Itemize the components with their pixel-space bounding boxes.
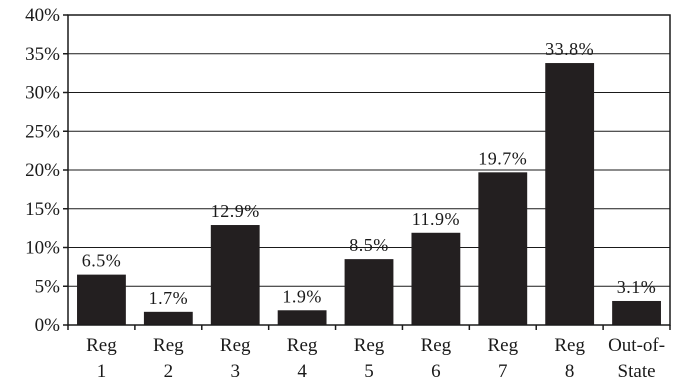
x-axis-category-labels: Reg 1 Reg 2 Reg 3 Reg 4 Reg 5 Reg 6 Reg 7 Reg 8 Out-of- S… xyxy=(86,335,665,382)
data-labels: 6.5% 1.7% 12.9% 1.9% 8.5% 11.9% 19.7% 33.8% 3.1% xyxy=(82,39,657,308)
y-axis-tick-labels: 0% 5% 10% 15% 20% 25% 30% 35% 40% xyxy=(25,5,60,336)
y-tick-label: 15% xyxy=(25,199,60,220)
category-label: 8 xyxy=(565,361,575,382)
category-label: Reg xyxy=(287,335,318,356)
bars xyxy=(77,63,661,326)
bar xyxy=(210,225,260,325)
y-tick-label: 25% xyxy=(25,121,60,142)
bar xyxy=(344,259,394,325)
data-label: 3.1% xyxy=(617,277,657,297)
category-label: 6 xyxy=(431,361,441,382)
category-label: Reg xyxy=(554,335,585,356)
category-label: 7 xyxy=(498,361,508,382)
data-label: 12.9% xyxy=(211,201,260,221)
data-label: 1.9% xyxy=(282,286,322,306)
category-label: Reg xyxy=(354,335,385,356)
bar xyxy=(478,172,528,325)
bar xyxy=(545,63,595,326)
bar xyxy=(612,300,661,325)
data-label: 1.7% xyxy=(149,288,189,308)
category-label: Out-of- xyxy=(608,335,665,356)
data-label: 19.7% xyxy=(478,148,527,168)
bar xyxy=(77,274,126,325)
category-label: Reg xyxy=(153,335,184,356)
category-label: 2 xyxy=(164,361,174,382)
y-tick-label: 30% xyxy=(25,83,60,104)
y-tick-label: 35% xyxy=(25,44,60,65)
y-tick-label: 20% xyxy=(25,160,60,181)
plot-frame xyxy=(67,14,671,326)
data-label: 33.8% xyxy=(545,39,594,59)
data-label: 6.5% xyxy=(82,251,122,271)
bar xyxy=(143,311,193,325)
data-label: 8.5% xyxy=(349,235,389,255)
y-tick-label: 40% xyxy=(25,5,60,26)
category-label: Reg xyxy=(421,335,452,356)
category-label: State xyxy=(618,361,656,382)
data-label: 11.9% xyxy=(412,209,460,229)
bar xyxy=(277,310,327,325)
category-label: Reg xyxy=(86,335,117,356)
category-label: Reg xyxy=(220,335,251,356)
category-label: Reg xyxy=(487,335,518,356)
category-label: 1 xyxy=(97,361,107,382)
category-label: 5 xyxy=(364,361,374,382)
y-tick-label: 10% xyxy=(25,238,60,259)
y-tick-label: 5% xyxy=(35,276,61,297)
category-label: 4 xyxy=(297,361,307,382)
bar xyxy=(411,232,461,325)
y-tick-label: 0% xyxy=(35,315,61,336)
category-label: 3 xyxy=(230,361,240,382)
